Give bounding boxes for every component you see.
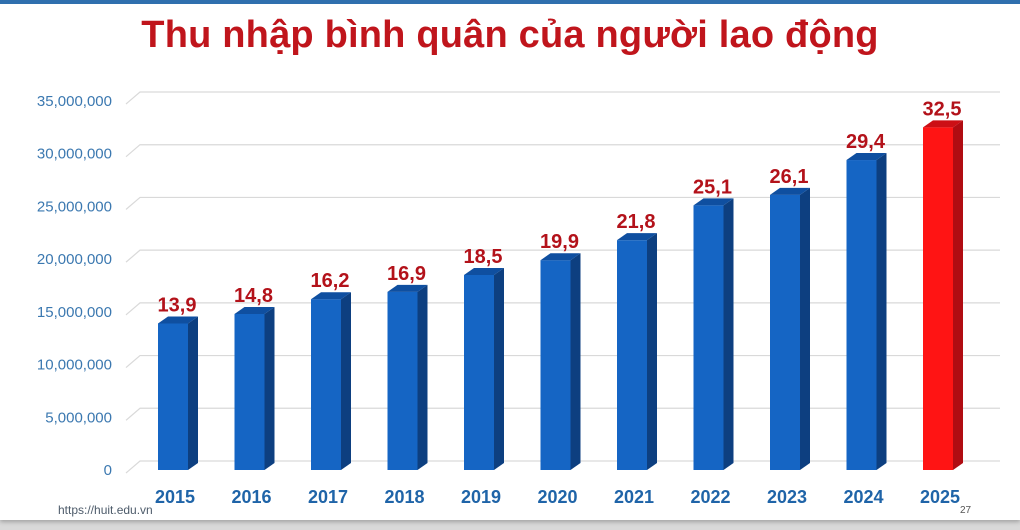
x-tick-label: 2023 [767,487,807,507]
x-tick-label: 2024 [843,487,883,507]
gridline [125,144,1000,158]
data-label: 21,8 [617,211,656,233]
data-label: 29,4 [846,131,886,153]
data-label: 19,9 [540,231,579,253]
chart-title: Thu nhập bình quân của người lao động [141,14,879,56]
x-tick-label: 2015 [155,487,195,507]
y-tick-label: 0 [104,462,112,479]
y-tick-label: 35,000,000 [37,93,112,110]
x-tick-label: 2022 [690,487,730,507]
y-tick-label: 30,000,000 [37,146,112,163]
bar-2018: 16,9 [387,263,428,470]
y-tick-label: 5,000,000 [45,409,112,426]
x-tick-label: 2017 [308,487,348,507]
x-tick-label: 2018 [384,487,424,507]
bar-2016: 14,8 [234,285,275,470]
y-axis: 0 5,000,000 10,000,000 15,000,000 20,000,000… [37,93,112,479]
bar-2022: 25,1 [693,176,734,471]
y-tick-label: 25,000,000 [37,198,112,215]
data-label: 14,8 [234,285,273,307]
data-label: 13,9 [158,294,197,316]
page-number: 27 [960,505,972,516]
x-tick-label: 2019 [461,487,501,507]
gridline [125,196,1000,210]
data-label: 26,1 [770,166,809,188]
y-tick-label: 20,000,000 [37,251,112,268]
gridline [125,91,1000,105]
bar-2017: 16,2 [311,270,351,470]
y-tick-label: 10,000,000 [37,357,112,374]
y-tick-label: 15,000,000 [37,304,112,321]
x-axis: 2015 2016 2017 2018 2019 2020 2021 2022 2023 2024… [155,487,960,507]
bar-2019: 18,5 [464,246,504,470]
footer-url[interactable]: https://huit.edu.vn [58,503,153,517]
x-tick-label: 2020 [537,487,577,507]
x-tick-label: 2016 [231,487,271,507]
data-label: 16,2 [311,270,350,292]
bar-2023: 26,1 [770,166,810,471]
data-label: 25,1 [693,176,732,198]
x-tick-label: 2025 [920,487,960,507]
data-label: 16,9 [387,263,426,285]
bar-2015: 13,9 [158,294,198,470]
data-label: 32,5 [923,98,962,120]
bar-2020: 19,9 [540,231,581,470]
x-tick-label: 2021 [614,487,654,507]
bar-2021: 21,8 [617,211,657,470]
bar-2025: 32,5 [923,98,963,470]
bar-2024: 29,4 [846,131,887,471]
bars: 13,9 14,8 16,2 16,9 18,5 19,9 21,8 25,1 26,1 29,4… [158,98,963,471]
data-label: 18,5 [464,246,503,268]
